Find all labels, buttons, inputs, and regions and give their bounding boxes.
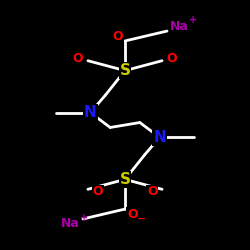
Text: S: S [120, 63, 130, 78]
Text: −: − [136, 214, 146, 224]
Text: O: O [112, 30, 123, 43]
Text: Na: Na [170, 20, 189, 32]
Text: O: O [73, 52, 83, 65]
Text: N: N [153, 130, 166, 145]
Text: Na: Na [61, 218, 80, 230]
Text: O: O [147, 185, 158, 198]
Text: O: O [127, 208, 138, 220]
Text: +: + [80, 213, 88, 223]
Text: +: + [189, 15, 197, 25]
Text: N: N [84, 105, 97, 120]
Text: S: S [120, 172, 130, 187]
Text: O: O [92, 185, 103, 198]
Text: O: O [167, 52, 177, 65]
